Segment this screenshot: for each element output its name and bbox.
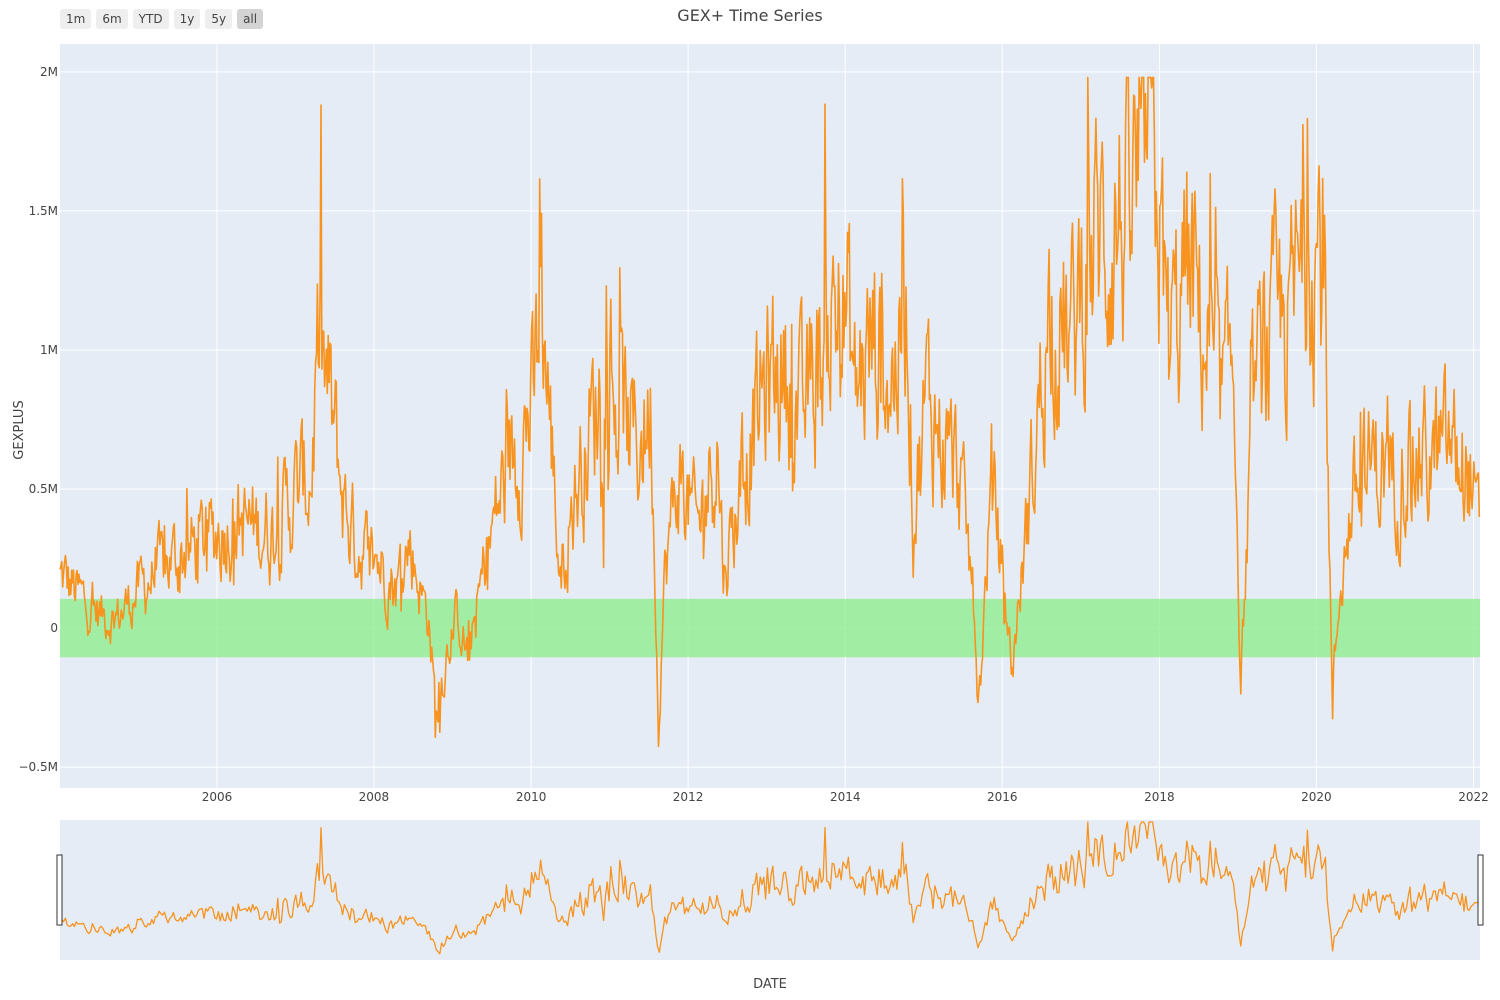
x-tick-label: 2022 — [1458, 790, 1489, 804]
x-tick-label: 2020 — [1301, 790, 1332, 804]
y-tick-label: −0.5M — [19, 760, 59, 774]
y-tick-label: 1M — [40, 343, 58, 357]
range-button-1y[interactable]: 1y — [173, 9, 201, 29]
y-tick-label: 0 — [50, 621, 58, 635]
y-tick-label: 0.5M — [29, 482, 58, 496]
grid-lines — [60, 44, 1480, 788]
range-slider-line — [59, 821, 1479, 955]
x-tick-label: 2012 — [673, 790, 704, 804]
y-tick-labels: −0.5M 0 0.5M 1M 1.5M 2M — [19, 65, 59, 774]
gexplus-series-line[interactable] — [59, 76, 1481, 748]
range-button-6m[interactable]: 6m — [96, 9, 128, 29]
range-slider-right-handle[interactable] — [1477, 854, 1484, 926]
x-tick-label: 2014 — [830, 790, 861, 804]
range-button-1m[interactable]: 1m — [60, 9, 92, 29]
x-tick-label: 2008 — [359, 790, 390, 804]
range-button-5y[interactable]: 5y — [205, 9, 233, 29]
y-tick-label: 1.5M — [29, 204, 58, 218]
range-selector: 1m 6m YTD 1y 5y all — [60, 9, 264, 29]
x-tick-label: 2010 — [516, 790, 547, 804]
x-tick-label: 2016 — [987, 790, 1018, 804]
x-tick-label: 2006 — [202, 790, 233, 804]
range-button-all[interactable]: all — [237, 9, 264, 29]
x-tick-label: 2018 — [1144, 790, 1175, 804]
chart-title: GEX+ Time Series — [677, 6, 823, 25]
x-tick-labels: 2006 2008 2010 2012 2014 2016 2018 2020 2022 — [202, 790, 1489, 804]
range-button-ytd[interactable]: YTD — [132, 9, 169, 29]
x-axis-title: DATE — [753, 977, 787, 992]
y-tick-label: 2M — [40, 65, 58, 79]
range-slider-left-handle[interactable] — [56, 854, 63, 926]
zero-band — [60, 598, 1480, 658]
